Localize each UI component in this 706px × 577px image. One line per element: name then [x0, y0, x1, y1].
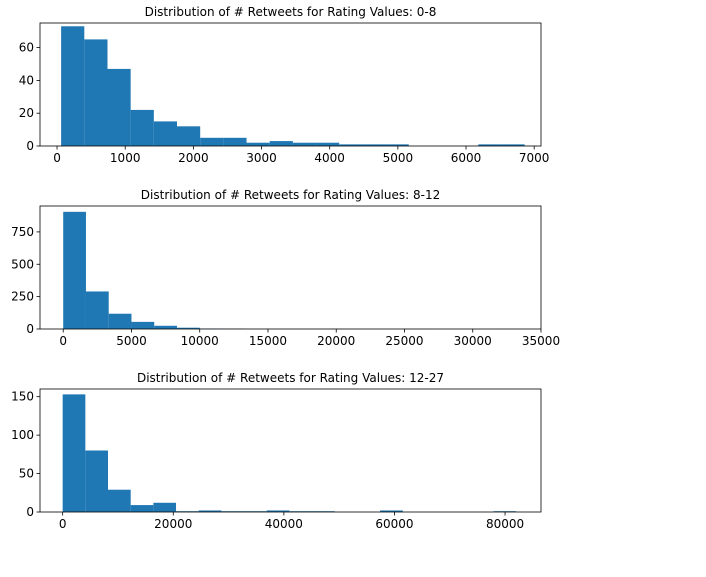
y-tick-label: 0: [26, 505, 34, 519]
histogram-bar: [153, 502, 177, 512]
histogram-bar: [177, 126, 201, 146]
y-tick-label: 40: [19, 73, 34, 87]
x-tick-label: 4000: [314, 151, 345, 165]
histogram-bar: [154, 325, 177, 329]
x-tick-label: 40000: [265, 517, 303, 531]
histogram-bar: [246, 142, 270, 146]
x-tick-label: 20000: [154, 517, 192, 531]
histogram-bar: [108, 489, 131, 512]
chart-title: Distribution of # Retweets for Rating Va…: [145, 5, 437, 19]
x-tick-label: 5000: [383, 151, 414, 165]
subplot-0-8: Distribution of # Retweets for Rating Va…: [19, 5, 550, 165]
x-tick-label: 7000: [519, 151, 550, 165]
histogram-bar: [478, 144, 502, 146]
x-tick-label: 0: [53, 151, 61, 165]
histogram-bar: [380, 510, 403, 512]
x-tick-label: 0: [59, 334, 67, 348]
x-tick-label: 0: [59, 517, 67, 531]
y-tick-label: 250: [11, 290, 34, 304]
x-tick-label: 2000: [178, 151, 209, 165]
histogram-bar: [269, 141, 293, 146]
y-tick-label: 20: [19, 106, 34, 120]
y-tick-label: 150: [11, 390, 34, 404]
histogram-bar: [501, 144, 525, 146]
subplot-8-12: Distribution of # Retweets for Rating Va…: [11, 188, 560, 348]
y-tick-label: 0: [26, 139, 34, 153]
histogram-bar: [292, 142, 317, 146]
histogram-bar: [316, 142, 340, 146]
x-tick-label: 15000: [249, 334, 287, 348]
subplot-12-27: Distribution of # Retweets for Rating Va…: [11, 371, 542, 531]
histogram-bar: [198, 510, 222, 512]
x-tick-label: 1000: [110, 151, 141, 165]
y-tick-label: 50: [19, 467, 34, 481]
y-tick-label: 750: [11, 225, 34, 239]
x-tick-label: 25000: [385, 334, 423, 348]
x-tick-label: 35000: [522, 334, 560, 348]
histogram-bar: [266, 510, 290, 512]
x-tick-label: 3000: [246, 151, 277, 165]
x-tick-label: 5000: [116, 334, 147, 348]
histogram-bar: [200, 137, 224, 146]
axes-frame: [39, 388, 542, 513]
y-tick-label: 100: [11, 428, 34, 442]
histogram-bar: [130, 505, 154, 512]
histogram-bar: [385, 144, 409, 146]
histogram-bar: [223, 137, 247, 146]
histogram-bar: [107, 68, 131, 146]
y-tick-label: 60: [19, 41, 34, 55]
x-tick-label: 20000: [317, 334, 355, 348]
histogram-bar: [153, 121, 178, 146]
x-tick-label: 6000: [451, 151, 482, 165]
y-tick-label: 0: [26, 322, 34, 336]
histogram-bar: [108, 313, 132, 329]
y-tick-label: 500: [11, 257, 34, 271]
x-tick-label: 30000: [454, 334, 492, 348]
chart-title: Distribution of # Retweets for Rating Va…: [141, 188, 440, 202]
histogram-bar: [85, 450, 109, 512]
axes-frame: [39, 22, 542, 147]
histogram-bar: [339, 144, 363, 146]
histogram-bar: [62, 394, 86, 512]
histogram-bar: [61, 26, 85, 147]
histogram-bar: [362, 144, 386, 146]
x-tick-label: 80000: [486, 517, 524, 531]
histogram-bar: [131, 321, 155, 329]
chart-title: Distribution of # Retweets for Rating Va…: [137, 371, 444, 385]
x-tick-label: 60000: [375, 517, 413, 531]
histogram-bar: [176, 327, 200, 329]
histogram-bar: [85, 291, 109, 329]
histogram-bar: [130, 109, 154, 146]
histogram-bar: [84, 39, 108, 146]
histogram-bar: [63, 211, 86, 329]
x-tick-label: 10000: [181, 334, 219, 348]
axes-frame: [39, 205, 542, 330]
